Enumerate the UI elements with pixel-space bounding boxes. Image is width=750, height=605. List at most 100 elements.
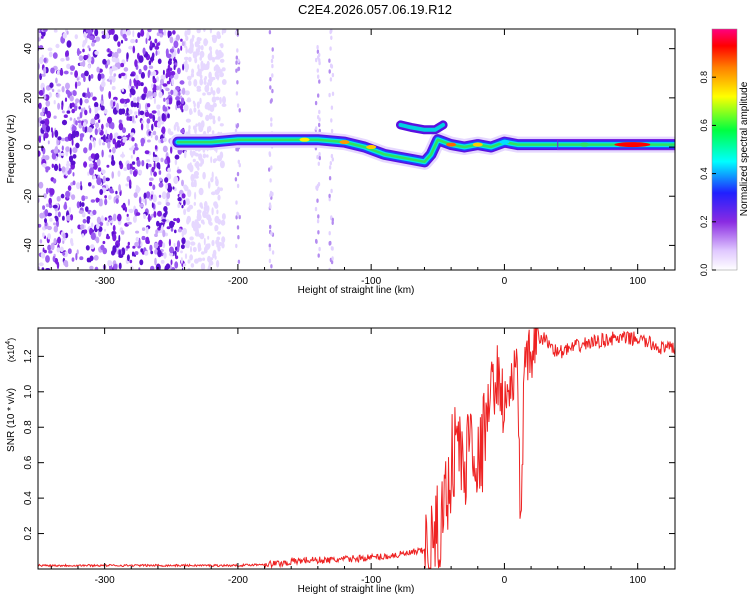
noise-speckle — [45, 125, 51, 133]
noise-speckle — [135, 39, 138, 43]
noise-speckle — [76, 50, 82, 54]
noise-speckle — [202, 153, 207, 159]
noise-speckle — [45, 100, 51, 107]
noise-speckle — [57, 89, 61, 93]
noise-speckle — [47, 140, 50, 145]
noise-speckle — [63, 114, 68, 118]
noise-speckle — [126, 163, 131, 171]
noise-speckle — [219, 72, 224, 78]
noise-speckle — [203, 29, 206, 33]
noise-speckle — [156, 104, 161, 110]
noise-speckle — [186, 199, 191, 206]
noise-speckle — [192, 35, 195, 39]
noise-speckle — [161, 113, 165, 121]
noise-speckle — [221, 29, 224, 35]
noise-speckle — [181, 41, 185, 46]
noise-speckle — [188, 80, 192, 87]
noise-speckle — [102, 240, 106, 245]
noise-speckle — [42, 163, 47, 168]
noise-speckle — [94, 266, 99, 270]
noise-speckle — [196, 85, 201, 90]
colorbar-gradient — [711, 28, 738, 271]
noise-speckle — [101, 34, 107, 39]
noise-speckle — [62, 215, 65, 221]
noise-speckle — [163, 97, 166, 102]
noise-speckle — [44, 209, 49, 217]
noise-speckle — [134, 111, 138, 116]
noise-speckle — [162, 137, 167, 142]
noise-speckle — [92, 161, 98, 170]
noise-speckle — [184, 59, 188, 67]
noise-speckle — [81, 195, 86, 202]
noise-speckle — [166, 53, 172, 59]
noise-speckle — [219, 96, 222, 105]
noise-speckle — [180, 128, 186, 134]
noise-speckle — [66, 214, 71, 221]
noise-speckle — [75, 142, 80, 149]
noise-speckle — [177, 228, 182, 233]
noise-speckle — [94, 153, 99, 160]
noise-speckle — [194, 191, 197, 200]
spectrogram-xtick-label: -100 — [361, 276, 381, 287]
noise-speckle — [55, 216, 59, 222]
noise-speckle — [51, 130, 54, 138]
noise-stripe-speckle — [329, 46, 332, 51]
noise-speckle — [149, 40, 153, 48]
noise-speckle — [38, 181, 44, 189]
noise-speckle — [209, 49, 213, 57]
noise-speckle — [52, 255, 56, 262]
noise-speckle — [53, 163, 59, 171]
noise-stripe-speckle — [317, 161, 320, 166]
noise-speckle — [135, 115, 138, 119]
noise-speckle — [107, 48, 110, 53]
noise-speckle — [144, 250, 149, 256]
noise-speckle — [151, 123, 154, 131]
noise-speckle — [153, 242, 159, 249]
noise-speckle — [194, 57, 198, 64]
noise-speckle — [53, 29, 58, 33]
noise-speckle — [74, 70, 78, 78]
noise-speckle — [116, 143, 122, 148]
noise-stripe-speckle — [331, 72, 335, 78]
noise-speckle — [40, 133, 43, 138]
noise-speckle — [47, 47, 53, 52]
noise-speckle — [69, 95, 74, 102]
noise-speckle — [214, 56, 220, 60]
noise-speckle — [189, 149, 193, 156]
noise-speckle — [191, 68, 195, 75]
noise-speckle — [47, 225, 52, 231]
noise-speckle — [82, 43, 85, 48]
noise-speckle — [165, 183, 169, 190]
noise-speckle — [206, 82, 210, 88]
noise-speckle — [52, 52, 58, 59]
noise-speckle — [187, 189, 192, 198]
noise-speckle — [145, 191, 151, 199]
noise-speckle — [136, 96, 140, 103]
noise-speckle — [42, 29, 48, 32]
noise-stripe-speckle — [330, 259, 334, 265]
noise-speckle — [105, 122, 109, 128]
noise-speckle — [165, 202, 171, 206]
noise-speckle — [160, 259, 165, 264]
noise-stripe-speckle — [268, 30, 272, 35]
noise-speckle — [77, 116, 81, 120]
noise-speckle — [190, 263, 195, 268]
snr-ytick-label: 1.0 — [23, 384, 34, 398]
noise-speckle — [172, 30, 176, 35]
noise-speckle — [70, 228, 74, 234]
noise-speckle — [130, 155, 133, 159]
noise-speckle — [118, 262, 122, 270]
noise-stripe-speckle — [237, 66, 241, 72]
noise-speckle — [200, 262, 206, 270]
noise-speckle — [212, 90, 216, 96]
noise-speckle — [118, 160, 122, 166]
noise-speckle — [200, 219, 205, 224]
noise-speckle — [215, 49, 219, 56]
noise-speckle — [122, 33, 127, 39]
noise-speckle — [91, 185, 95, 189]
noise-speckle — [118, 249, 122, 256]
noise-speckle — [78, 210, 84, 214]
noise-speckle — [113, 196, 116, 204]
noise-speckle — [98, 119, 101, 123]
noise-speckle — [112, 233, 117, 242]
